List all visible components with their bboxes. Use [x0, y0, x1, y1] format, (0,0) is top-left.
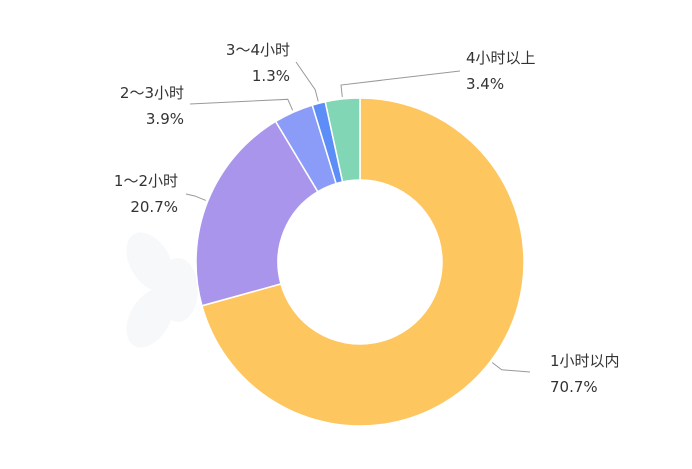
leader-line-0 [491, 362, 531, 373]
labels-layer: 1小时以内 70.7% 1～2小时 20.7% 2～3小时 3.9% 3～4小时 1.3% 4小… [114, 41, 620, 396]
leader-lines-layer [185, 61, 531, 373]
slice-label-0: 1小时以内 [550, 352, 620, 370]
slice-label-1: 1～2小时 [114, 172, 178, 190]
slice-label-4: 4小时以上 [466, 49, 536, 67]
slice-0 [201, 97, 525, 427]
leader-line-1 [185, 193, 207, 201]
slice-label-3: 3～4小时 [226, 41, 290, 59]
slice-1 [195, 120, 319, 307]
slice-label-2: 2～3小时 [120, 84, 184, 102]
watermark-logo [126, 232, 198, 348]
slice-value-label-3: 1.3% [252, 67, 290, 85]
slice-value-label-0: 70.7% [550, 378, 598, 396]
slice-value-label-2: 3.9% [146, 110, 184, 128]
leader-line-2 [189, 98, 294, 111]
leader-line-3 [295, 61, 319, 102]
slice-value-label-4: 3.4% [466, 75, 504, 93]
slices-layer [195, 97, 525, 427]
leader-line-4 [340, 70, 461, 97]
slice-value-label-1: 20.7% [130, 198, 178, 216]
slice-4 [324, 97, 361, 183]
